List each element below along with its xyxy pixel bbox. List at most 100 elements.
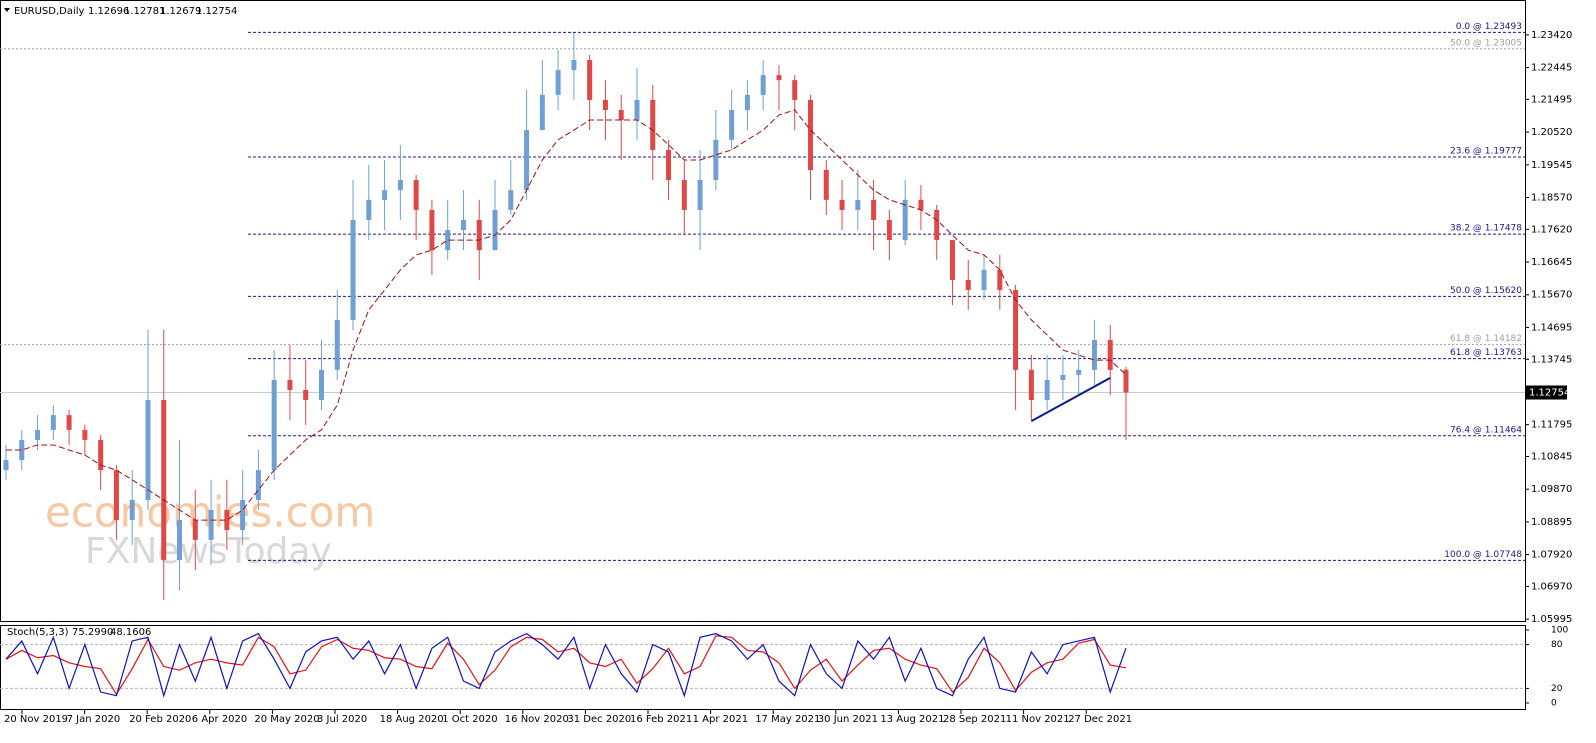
current-price-box xyxy=(1525,385,1567,400)
candle-body xyxy=(618,109,624,121)
candle-body xyxy=(981,269,987,291)
candle-body xyxy=(460,219,466,231)
candle-body xyxy=(1013,290,1019,370)
candle-body xyxy=(445,230,451,251)
candle-body xyxy=(808,99,814,171)
candle-body xyxy=(697,180,703,210)
y-tick-label: 1.17620 xyxy=(1531,224,1572,235)
candle-body xyxy=(886,219,892,241)
candle-body xyxy=(666,149,672,181)
stoch-line xyxy=(5,635,1127,696)
date-label: 13 Aug 2021 xyxy=(880,714,944,725)
ohlc-readout: 1.12781 xyxy=(124,6,165,17)
candle-body xyxy=(602,99,608,110)
main-frame xyxy=(0,0,1526,622)
candle-body xyxy=(177,520,183,560)
y-tick-label: 1.11795 xyxy=(1531,420,1572,431)
candle-body xyxy=(949,240,955,280)
candle-body xyxy=(713,139,719,181)
date-label: 30 Jun 2021 xyxy=(818,714,878,725)
candle-body xyxy=(271,379,277,471)
candle-body xyxy=(508,190,514,210)
candle-body xyxy=(129,499,135,521)
fib-label-prior: 50.0 @ 1.23005 xyxy=(1450,38,1522,48)
date-label: 1 Apr 2021 xyxy=(693,714,748,725)
candle-body xyxy=(145,400,151,500)
date-label: 16 Nov 2020 xyxy=(505,714,569,725)
y-tick-label: 1.20520 xyxy=(1531,127,1572,138)
candle-body xyxy=(1091,340,1097,370)
candle-body xyxy=(161,400,167,560)
candle-body xyxy=(66,415,72,430)
candle-body xyxy=(224,510,230,531)
y-tick-label: 1.21495 xyxy=(1531,94,1572,105)
candle-body xyxy=(1044,379,1050,401)
candle-body xyxy=(334,319,340,370)
candle-body xyxy=(1123,369,1129,393)
date-label: 18 Aug 2020 xyxy=(380,714,444,725)
date-label: 6 Apr 2020 xyxy=(192,714,247,725)
y-tick-label: 1.14695 xyxy=(1531,322,1572,333)
candle-body xyxy=(397,180,403,191)
candle-body xyxy=(650,99,656,150)
candle-body xyxy=(587,60,593,100)
candle-body xyxy=(934,209,940,241)
candle-body xyxy=(539,94,545,131)
fib-label: 76.4 @ 1.11464 xyxy=(1450,425,1522,435)
y-tick-label: 1.18570 xyxy=(1531,192,1572,203)
candle-body xyxy=(98,439,104,471)
y-tick-label: 1.08895 xyxy=(1531,517,1572,528)
indicator-readout: 48.1606 xyxy=(110,627,151,638)
ohlc-readout: 1.12696 xyxy=(88,6,129,17)
fib-label: 0.0 @ 1.23493 xyxy=(1456,22,1522,32)
y-tick-label: 1.09870 xyxy=(1531,484,1572,495)
candle-body xyxy=(492,209,498,251)
candle-body xyxy=(287,379,293,390)
candle-body xyxy=(571,60,577,71)
ohlc-readout: 1.12754 xyxy=(196,6,237,17)
date-label: 31 Dec 2020 xyxy=(567,714,631,725)
candle-body xyxy=(476,219,482,251)
moving-average xyxy=(6,109,1127,521)
indicator-readout: 75.2990 xyxy=(72,627,113,638)
candle-body xyxy=(303,389,309,401)
y-tick-label: 1.22445 xyxy=(1531,63,1572,74)
candle-body xyxy=(429,209,435,251)
candle-body xyxy=(413,180,419,210)
y-tick-label: 1.16645 xyxy=(1531,257,1572,268)
date-label: 1 Oct 2020 xyxy=(442,714,497,725)
menu-arrow xyxy=(4,8,10,12)
candle-body xyxy=(1060,374,1066,380)
candle-body xyxy=(823,170,829,200)
fib-label: 23.6 @ 1.19777 xyxy=(1450,147,1522,157)
date-label: 3 Jul 2020 xyxy=(317,714,367,725)
candle-body xyxy=(681,180,687,210)
y-tick-label: 1.06970 xyxy=(1531,581,1572,592)
date-label: 7 Jan 2020 xyxy=(67,714,121,725)
stoch-line xyxy=(5,632,1127,698)
indicator-title: Stoch(5,3,3) xyxy=(7,627,69,638)
candle-body xyxy=(524,130,530,191)
y-tick-label: 80 xyxy=(1551,640,1563,650)
y-tick-label: 1.10845 xyxy=(1531,452,1572,463)
date-label: 27 Dec 2021 xyxy=(1068,714,1132,725)
candle-body xyxy=(729,109,735,140)
candle-body xyxy=(918,199,924,210)
candle-body xyxy=(965,279,971,291)
candle-body xyxy=(35,429,41,440)
date-label: 20 Feb 2020 xyxy=(129,714,191,725)
y-tick-label: 1.13745 xyxy=(1531,354,1572,365)
candle-body xyxy=(255,470,261,500)
candle-body xyxy=(776,75,782,81)
date-label: 20 May 2020 xyxy=(254,714,319,725)
candle-body xyxy=(839,199,845,210)
candle-body xyxy=(1107,340,1113,370)
fib-label-prior: 61.8 @ 1.14182 xyxy=(1450,334,1522,344)
candle-body xyxy=(1028,369,1034,401)
candle-body xyxy=(382,190,388,200)
trendline xyxy=(1030,377,1111,423)
date-label: 17 May 2021 xyxy=(755,714,820,725)
candle-body xyxy=(350,219,356,320)
ohlc-readout: 1.12679 xyxy=(160,6,201,17)
